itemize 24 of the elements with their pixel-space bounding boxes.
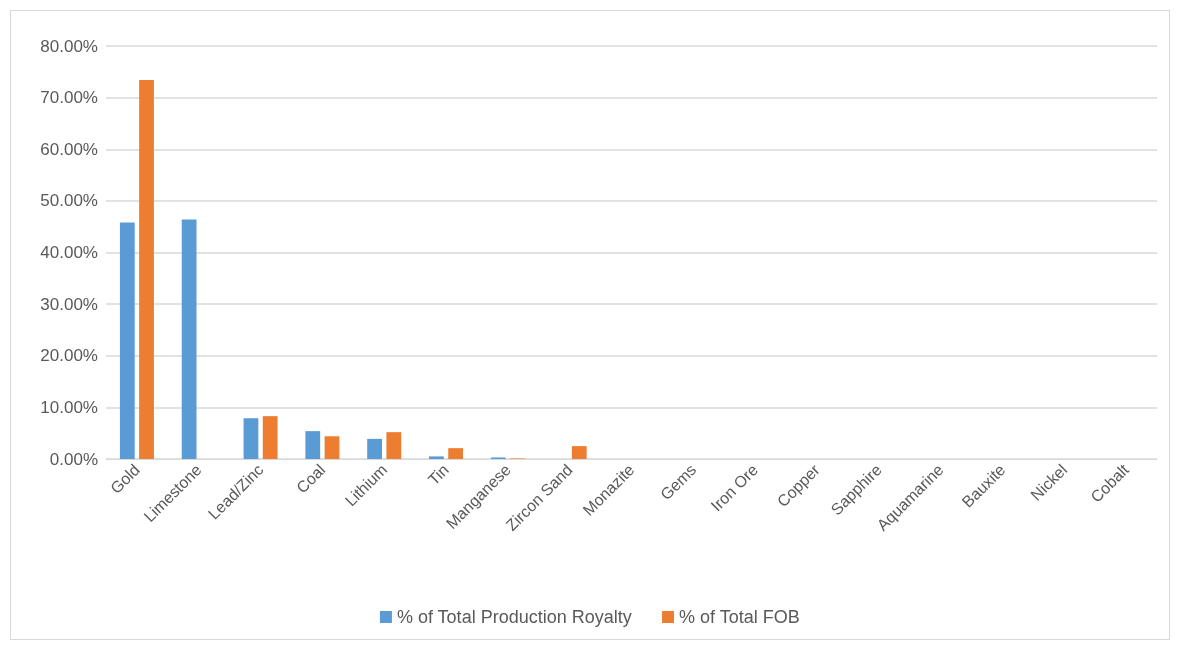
y-tick-label: 0.00% xyxy=(49,449,98,469)
bar xyxy=(448,448,464,459)
bar xyxy=(243,418,259,459)
bar xyxy=(367,438,382,459)
bar xyxy=(305,431,321,459)
y-tick-label: 30.00% xyxy=(40,294,98,314)
bar xyxy=(139,80,154,459)
legend-label: % of Total FOB xyxy=(679,607,800,627)
bar xyxy=(571,446,587,459)
y-tick-label: 80.00% xyxy=(40,36,98,56)
legend-label: % of Total Production Royalty xyxy=(396,607,632,627)
bar xyxy=(429,456,444,459)
y-tick-label: 70.00% xyxy=(40,88,98,108)
y-tick-label: 50.00% xyxy=(40,191,98,211)
bar xyxy=(324,436,340,459)
bar xyxy=(262,416,278,459)
y-tick-label: 60.00% xyxy=(40,139,98,159)
bar xyxy=(386,432,402,459)
y-tick-label: 40.00% xyxy=(40,243,98,262)
y-tick-label: 20.00% xyxy=(40,346,98,366)
bar xyxy=(119,222,135,459)
bar xyxy=(181,219,197,459)
x-tick-label: Iron Ore xyxy=(707,460,762,515)
y-tick-label: 10.00% xyxy=(40,397,98,417)
